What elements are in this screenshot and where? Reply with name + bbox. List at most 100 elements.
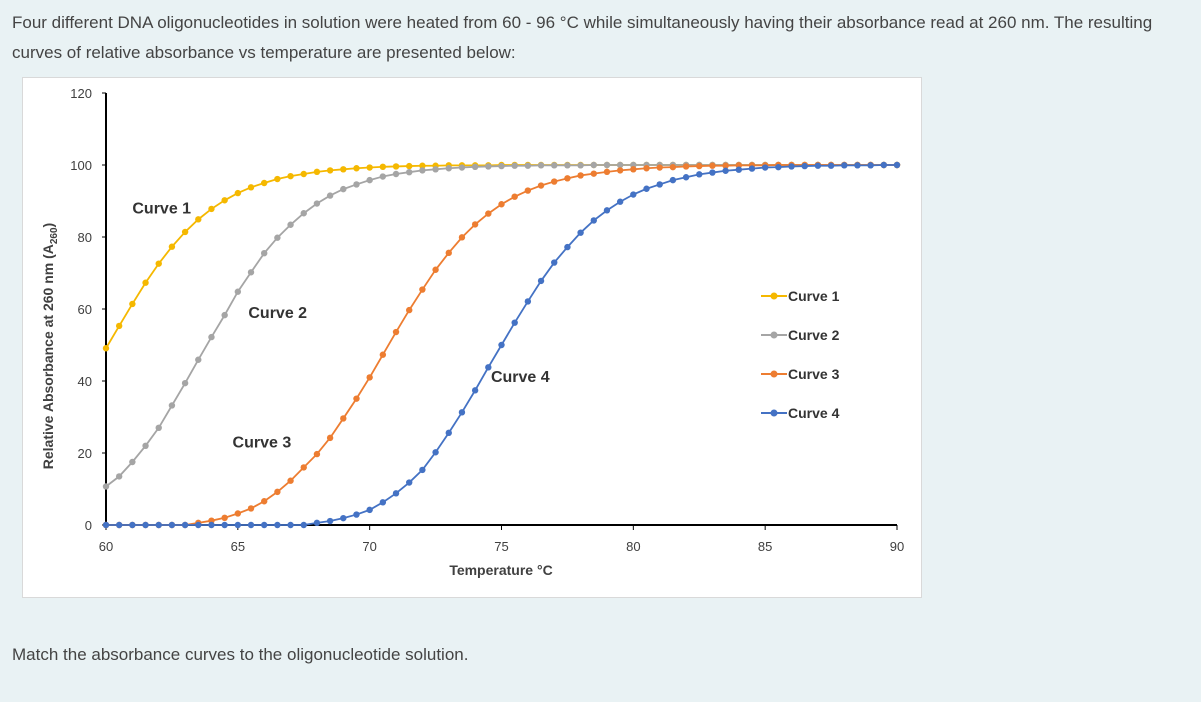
x-tick-label: 70 (362, 539, 376, 554)
data-point (630, 166, 637, 173)
data-point (406, 162, 413, 170)
data-point (300, 464, 307, 471)
data-point (445, 249, 452, 257)
data-point (458, 234, 466, 241)
legend-label: Curve 4 (788, 405, 840, 421)
data-point (590, 217, 597, 224)
data-point (669, 163, 677, 171)
data-point (234, 521, 242, 529)
data-point (392, 163, 400, 170)
data-point (155, 260, 162, 267)
data-point (445, 429, 452, 437)
data-point (208, 205, 215, 213)
data-point (221, 514, 228, 521)
data-point (709, 169, 716, 176)
data-point (485, 364, 492, 371)
data-point (379, 351, 387, 358)
data-point (102, 521, 110, 529)
data-point (195, 521, 202, 529)
data-point (498, 162, 505, 170)
data-point (234, 510, 242, 517)
legend-entry-4: Curve 4 (761, 405, 840, 421)
legend-swatch-marker (770, 409, 778, 417)
data-point (498, 201, 505, 208)
data-point (616, 161, 624, 169)
data-point (419, 167, 426, 174)
data-point (287, 221, 294, 228)
legend-swatch-marker (770, 331, 778, 339)
data-point (577, 162, 584, 169)
melting-curve-chart: Relative Absorbance at 260 nm (A260) Tem… (22, 77, 922, 598)
data-point (564, 175, 571, 182)
data-point (814, 162, 822, 169)
data-point (340, 514, 347, 522)
data-point (471, 221, 479, 228)
data-point (208, 521, 215, 529)
data-point (722, 162, 729, 169)
data-point (168, 402, 176, 409)
data-point (155, 521, 162, 529)
data-point (432, 449, 439, 456)
data-point (432, 166, 439, 173)
data-point (142, 279, 149, 286)
data-point (353, 395, 360, 402)
data-point (379, 163, 387, 170)
data-point (274, 175, 281, 183)
legend-entry-2: Curve 2 (761, 327, 840, 343)
data-point (353, 181, 360, 188)
data-point (537, 162, 545, 169)
data-point (577, 172, 584, 179)
y-tick-label: 120 (70, 86, 92, 101)
data-point (406, 169, 413, 176)
x-tick-label: 75 (494, 539, 508, 554)
data-point (208, 333, 215, 341)
data-point (841, 162, 848, 169)
data-point (340, 166, 347, 173)
data-point (511, 162, 518, 169)
data-point (682, 163, 690, 170)
data-point (129, 300, 136, 308)
data-point (274, 488, 281, 496)
data-point (300, 210, 307, 217)
data-point (221, 197, 228, 204)
data-point (458, 409, 466, 416)
data-point (458, 164, 466, 171)
data-point (537, 277, 545, 285)
data-point (392, 490, 400, 497)
data-point (274, 234, 281, 241)
data-point (893, 161, 901, 169)
data-point (353, 165, 360, 172)
data-point (168, 243, 176, 250)
chart-svg: Relative Absorbance at 260 nm (A260) Tem… (40, 86, 904, 578)
data-point (181, 521, 189, 529)
data-point (247, 184, 255, 191)
data-point (616, 198, 624, 205)
data-point (748, 165, 756, 172)
data-point (155, 424, 162, 431)
data-point (353, 511, 360, 518)
data-point (511, 319, 518, 326)
data-point (326, 517, 334, 525)
data-point (827, 162, 835, 169)
data-point (366, 176, 373, 184)
x-tick-label: 60 (99, 539, 113, 554)
data-point (340, 415, 347, 422)
curve-annotation: Curve 1 (132, 201, 191, 218)
data-point (221, 521, 228, 529)
data-point (643, 165, 650, 172)
series-4 (102, 161, 901, 529)
data-point (102, 345, 110, 352)
data-point (247, 269, 255, 276)
data-point (498, 341, 505, 349)
data-point (340, 185, 347, 193)
curve-annotation: Curve 3 (233, 435, 292, 452)
data-point (485, 163, 492, 170)
data-point (313, 200, 321, 207)
data-point (366, 374, 373, 381)
y-axis-title: Relative Absorbance at 260 nm (A260) (40, 223, 60, 469)
data-point (656, 181, 663, 188)
y-tick-label: 0 (85, 518, 92, 533)
data-point (168, 521, 176, 529)
series-2 (102, 161, 901, 490)
data-point (669, 176, 677, 184)
